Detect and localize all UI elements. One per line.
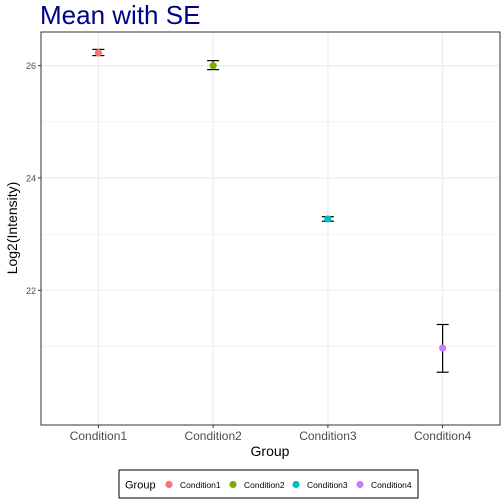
x-tick-label: Condition3 bbox=[299, 429, 357, 443]
legend-title: Group bbox=[125, 480, 156, 492]
x-tick-label: Condition4 bbox=[414, 429, 472, 443]
x-axis-title: Group bbox=[251, 443, 290, 459]
legend-key-condition3 bbox=[292, 480, 300, 489]
grid-lines bbox=[41, 32, 500, 425]
legend-label: Condition4 bbox=[371, 480, 412, 490]
chart-title: Mean with SE bbox=[40, 0, 200, 30]
legend: Group Condition1 Condition2 Condition3 Cond… bbox=[118, 469, 419, 499]
legend-label: Condition3 bbox=[307, 480, 348, 490]
data-point-condition3 bbox=[324, 215, 332, 223]
data-point-condition1 bbox=[94, 49, 102, 57]
x-axis: Condition1 Condition2 Condition3 Condition4 bbox=[70, 425, 472, 443]
y-tick-label: 22 bbox=[26, 286, 36, 296]
panel-border bbox=[40, 31, 501, 426]
data-point-condition2 bbox=[209, 62, 217, 70]
data-point-condition4 bbox=[439, 344, 447, 352]
legend-label: Condition1 bbox=[180, 480, 221, 490]
y-axis-title: Log2(Intensity) bbox=[4, 182, 20, 275]
legend-entries: Condition1 Condition2 Condition3 Condition4 bbox=[165, 480, 412, 490]
y-tick-label: 24 bbox=[26, 173, 36, 183]
legend-key-condition4 bbox=[356, 480, 364, 489]
legend-label: Condition2 bbox=[244, 480, 285, 490]
legend-key-condition2 bbox=[229, 480, 237, 489]
x-tick-label: Condition2 bbox=[184, 429, 242, 443]
legend-key-condition1 bbox=[165, 480, 173, 489]
x-tick-label: Condition1 bbox=[70, 429, 128, 443]
y-tick-label: 26 bbox=[26, 61, 36, 71]
y-axis: 22 24 26 bbox=[26, 61, 41, 296]
data-layer bbox=[92, 48, 449, 373]
